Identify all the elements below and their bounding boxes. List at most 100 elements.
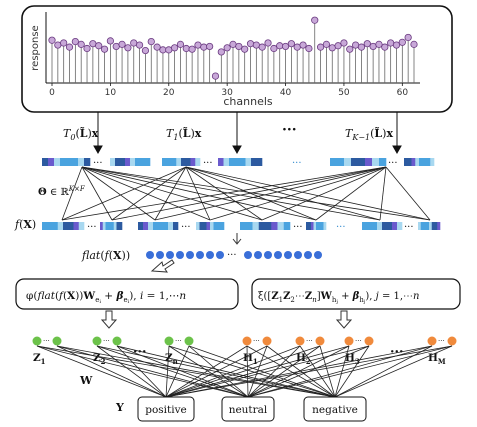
stem-marker	[264, 39, 272, 47]
node	[315, 336, 325, 346]
strip-cell	[115, 158, 121, 166]
node-ellipsis: ···	[103, 337, 110, 345]
strip-ellipsis: ···	[293, 222, 303, 233]
strip-cell	[426, 158, 431, 166]
strip-cell	[42, 158, 49, 166]
strip-cell	[199, 222, 204, 230]
output-edge	[247, 345, 301, 398]
node-ellipsis: ···	[306, 337, 313, 345]
output-box	[221, 396, 275, 422]
stem-marker	[141, 46, 150, 55]
output-edge	[334, 345, 350, 398]
stem-marker	[375, 40, 383, 48]
output-edge	[56, 345, 336, 398]
phi-box	[15, 278, 239, 310]
stem-marker	[135, 41, 144, 49]
strip-cell	[143, 222, 149, 230]
stem-marker	[410, 40, 418, 48]
stem-marker	[270, 44, 278, 53]
filter-ellipsis: ···	[282, 122, 297, 138]
strip-cell	[429, 222, 433, 230]
stem-marker	[322, 40, 331, 48]
strip-cell	[162, 158, 168, 166]
filter-label-0: T0(L̃)x	[63, 127, 99, 142]
output-edge	[319, 345, 336, 398]
strip-cell	[158, 222, 164, 230]
feature-strip	[42, 222, 85, 230]
flat-node	[186, 251, 194, 259]
stem-marker	[124, 44, 132, 52]
stem-marker	[340, 39, 348, 47]
stem-marker	[229, 40, 237, 48]
strip-cell	[63, 222, 69, 230]
strip-cell	[251, 158, 257, 166]
stem-marker	[106, 37, 114, 45]
feature-strip	[162, 158, 201, 166]
node	[447, 336, 457, 346]
strip-ellipsis: ···	[203, 158, 213, 169]
x-tick-label: 10	[105, 88, 117, 98]
output-edge	[165, 345, 321, 398]
output-label: negative	[312, 404, 358, 416]
stem-marker	[398, 38, 406, 46]
feature-strip	[330, 158, 387, 166]
stem-marker	[357, 43, 366, 51]
stem-marker	[118, 40, 126, 48]
flat-node	[264, 251, 272, 259]
strip-cell	[245, 158, 252, 166]
node-group: ···	[295, 336, 325, 346]
stem-marker	[258, 43, 266, 51]
strip-cell	[258, 222, 266, 230]
strip-cell	[138, 222, 144, 230]
stem-marker	[165, 46, 173, 54]
theta-edge	[61, 166, 387, 221]
strip-cell	[358, 158, 366, 166]
strip-cell	[102, 222, 106, 230]
theta-edge	[261, 166, 387, 221]
theta-edge	[379, 166, 387, 221]
strip-cell	[190, 158, 196, 166]
strip-cell	[382, 222, 388, 230]
node-group: ···	[344, 336, 374, 346]
filter-output-strips: ··· ··· ··· ···	[42, 158, 435, 169]
strip-cell	[84, 158, 91, 166]
strip-cell	[229, 158, 235, 166]
stem-marker	[182, 44, 190, 53]
strip-cell	[422, 158, 427, 166]
flat-node	[294, 251, 302, 259]
x-tick-label: 0	[49, 88, 55, 98]
flat-node	[304, 251, 312, 259]
feature-strip	[240, 222, 291, 230]
stem-marker	[246, 40, 255, 48]
strip-cell	[176, 158, 182, 166]
stem-marker	[223, 44, 231, 52]
output-edge	[168, 345, 249, 398]
strip-cell	[148, 222, 154, 230]
stem-marker	[328, 44, 336, 52]
strip-cell	[48, 158, 55, 166]
stem-marker	[404, 33, 412, 42]
strip-cell	[78, 158, 85, 166]
flat-node	[216, 251, 224, 259]
strip-cell	[140, 158, 146, 166]
strip-cell	[246, 222, 253, 230]
node	[32, 336, 42, 346]
output-edge	[165, 345, 170, 398]
fx-strips: ··· ··· ··· ··· ···	[42, 222, 441, 233]
stem-marker	[311, 16, 319, 24]
stem-marker	[316, 43, 325, 51]
node-group: ···	[427, 336, 457, 346]
output-box	[303, 396, 367, 422]
output-edge	[96, 345, 249, 398]
strip-cell	[42, 222, 48, 230]
output-edge	[165, 345, 190, 398]
stem-marker	[200, 43, 208, 51]
output-edge	[168, 345, 336, 398]
flat-arrow	[232, 233, 242, 245]
strip-cell	[426, 222, 430, 230]
output-edge	[96, 345, 167, 398]
output-edge	[247, 345, 321, 398]
strip-cell	[344, 158, 352, 166]
strip-cell	[173, 222, 179, 230]
theta-edge	[185, 166, 431, 221]
